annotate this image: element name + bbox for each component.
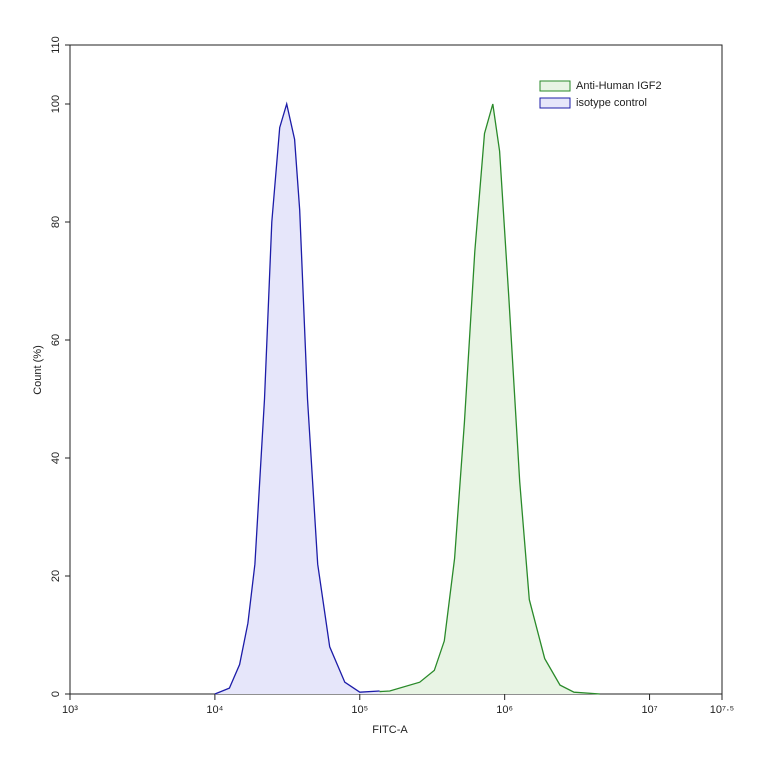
- y-tick-label: 60: [50, 334, 62, 346]
- legend-swatch: [539, 80, 571, 92]
- y-tick-label: 110: [50, 36, 62, 54]
- plot-frame: [69, 44, 723, 695]
- y-tick-label: 0: [50, 691, 62, 697]
- area-fill: [369, 104, 600, 694]
- x-axis-label: FITC-A: [372, 724, 408, 736]
- x-tick-label: 10⁴: [206, 704, 223, 716]
- y-axis-label: Count (%): [32, 345, 44, 395]
- legend-label: Anti-Human IGF2: [576, 80, 662, 92]
- legend-swatch: [539, 97, 571, 109]
- x-tick-label: 10⁷·⁵: [710, 704, 734, 716]
- x-tick-label: 10⁶: [496, 704, 513, 716]
- histogram-line: [214, 101, 380, 695]
- x-tick-label: 10⁵: [351, 704, 368, 716]
- legend-label: isotype control: [576, 97, 647, 109]
- x-tick-label: 10³: [62, 704, 78, 716]
- histogram-line: [369, 103, 600, 695]
- y-tick-label: 100: [50, 95, 62, 113]
- x-tick-label: 10⁷: [641, 704, 657, 716]
- y-tick-label: 80: [50, 216, 62, 228]
- y-tick-label: 40: [50, 452, 62, 464]
- area-fill: [214, 104, 380, 694]
- y-tick-label: 20: [50, 570, 62, 582]
